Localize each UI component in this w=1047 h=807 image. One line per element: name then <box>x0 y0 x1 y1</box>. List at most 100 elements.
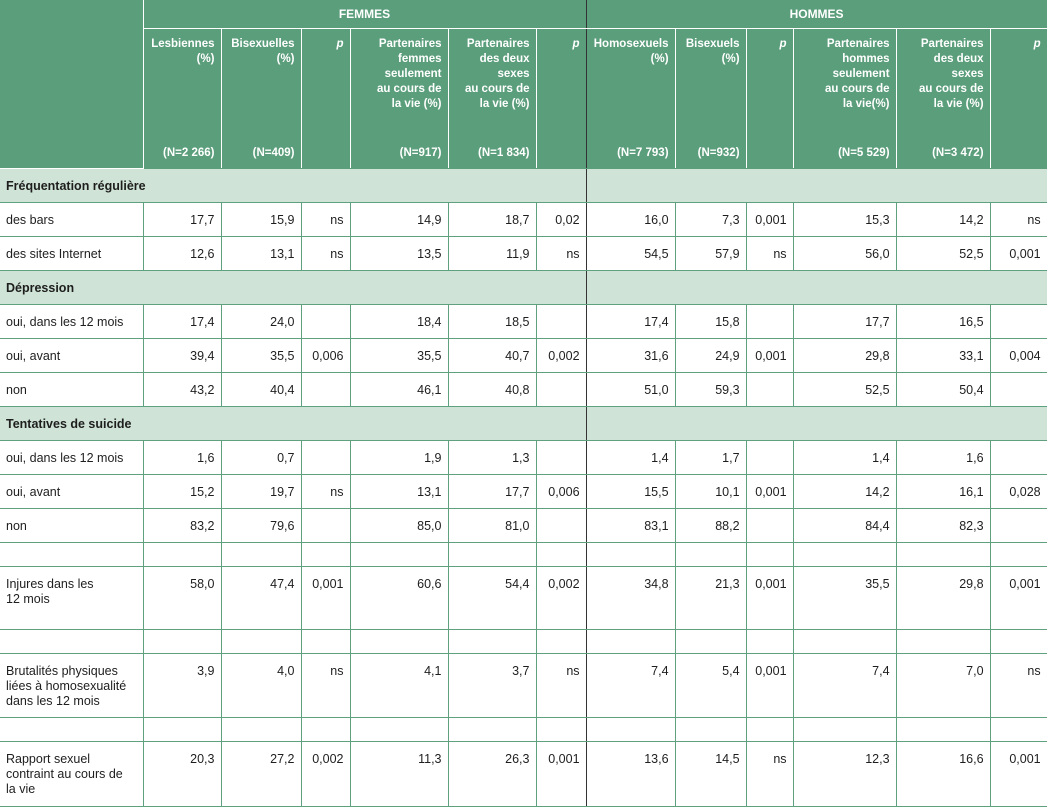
col-header-partenaires-hommes: Partenaires hommes seulement au cours de… <box>793 28 897 169</box>
col-header-p-4: p <box>990 28 1047 169</box>
table-cell: 20,3 <box>143 741 222 807</box>
table-row: oui, dans les 12 mois 1,6 0,7 1,9 1,3 1,4 1,7 1… <box>0 440 1047 475</box>
table-cell: 7,0 <box>896 653 991 718</box>
table-row: Rapport sexuel contraint au cours de la … <box>0 741 1047 807</box>
col-header-partenaires-femmes: Partenaires femmes seulement au cours de… <box>350 28 449 169</box>
table-cell: 13,6 <box>586 741 676 807</box>
table-cell: 46,1 <box>350 372 449 407</box>
table-cell: 26,3 <box>448 741 537 807</box>
col-label: p <box>1033 38 1041 50</box>
table-cell: 18,4 <box>350 304 449 339</box>
spacer-cell <box>586 629 676 654</box>
table-cell: ns <box>746 236 794 271</box>
table-cell: 0,004 <box>990 338 1047 373</box>
table-cell: 12,6 <box>143 236 222 271</box>
table-body: Fréquentation régulière des bars 17,7 15,9 n… <box>0 168 1047 807</box>
spacer-cell <box>350 717 449 742</box>
table-cell: 84,4 <box>793 508 897 543</box>
table-cell: 0,002 <box>301 741 351 807</box>
spacer-cell <box>793 542 897 567</box>
col-n: (N=932) <box>697 147 740 159</box>
table-cell: 3,7 <box>448 653 537 718</box>
table-cell <box>536 372 587 407</box>
spacer-row <box>0 717 1047 742</box>
table-cell: 7,4 <box>793 653 897 718</box>
table-cell: 0,028 <box>990 474 1047 509</box>
table-cell: 56,0 <box>793 236 897 271</box>
col-header-p-3: p <box>746 28 794 169</box>
row-label: oui, avant <box>0 474 144 509</box>
col-header-homosexuels: Homosexuels (%) (N=7 793) <box>586 28 676 169</box>
table-cell: 54,4 <box>448 566 537 630</box>
spacer-cell <box>536 542 587 567</box>
header-group-row: FEMMES HOMMES <box>0 0 1047 169</box>
table-cell <box>990 440 1047 475</box>
table-cell: 1,7 <box>675 440 747 475</box>
table-cell <box>301 304 351 339</box>
col-n: (N=7 793) <box>617 147 669 159</box>
table-cell: 82,3 <box>896 508 991 543</box>
table-cell: 16,5 <box>896 304 991 339</box>
row-label: Rapport sexuel contraint au cours de la … <box>0 741 144 807</box>
section-title: Tentatives de suicide <box>0 406 587 441</box>
table-row: des sites Internet 12,6 13,1 ns 13,5 11,9 ns 54… <box>0 236 1047 271</box>
spacer-cell <box>301 542 351 567</box>
spacer-cell <box>350 542 449 567</box>
header-femmes: FEMMES <box>143 0 587 29</box>
table-cell: 40,7 <box>448 338 537 373</box>
table-cell: 15,8 <box>675 304 747 339</box>
table-row: non 43,2 40,4 46,1 40,8 51,0 59,3 52,5 50,4 <box>0 372 1047 407</box>
table-row: Injures dans les 12 mois 58,0 47,4 0,001 60,… <box>0 566 1047 630</box>
table-cell: 27,2 <box>221 741 302 807</box>
table-cell: 0,001 <box>746 474 794 509</box>
table-cell: 0,001 <box>990 566 1047 630</box>
spacer-row <box>0 629 1047 654</box>
spacer-cell <box>586 542 676 567</box>
spacer-cell <box>793 629 897 654</box>
table-cell: 88,2 <box>675 508 747 543</box>
section-fill <box>585 168 1047 203</box>
table-cell: 16,6 <box>896 741 991 807</box>
spacer-cell <box>301 629 351 654</box>
table-row: Brutalités physiques liées à homosexuali… <box>0 653 1047 718</box>
row-label: Brutalités physiques liées à homosexuali… <box>0 653 144 718</box>
table-cell: 13,1 <box>350 474 449 509</box>
table-cell: 59,3 <box>675 372 747 407</box>
col-header-partenaires-deux-sexes-f: Partenaires des deux sexes au cours de l… <box>448 28 537 169</box>
table-cell <box>746 372 794 407</box>
spacer-cell <box>746 542 794 567</box>
col-label: p <box>572 38 580 50</box>
spacer-cell <box>896 629 991 654</box>
table-cell: 17,7 <box>793 304 897 339</box>
spacer-cell <box>221 717 302 742</box>
table-cell: 4,0 <box>221 653 302 718</box>
spacer-cell <box>896 542 991 567</box>
table-cell: 83,1 <box>586 508 676 543</box>
table-cell: ns <box>990 202 1047 237</box>
section-header-row: Dépression <box>0 270 1047 305</box>
table-cell: 16,1 <box>896 474 991 509</box>
table-cell: 7,4 <box>586 653 676 718</box>
table-row: oui, avant 39,4 35,5 0,006 35,5 40,7 0,002 31,6… <box>0 338 1047 373</box>
table-cell: 0,02 <box>536 202 587 237</box>
table-cell: 10,1 <box>675 474 747 509</box>
spacer-cell <box>675 542 747 567</box>
table-cell: 0,001 <box>746 653 794 718</box>
col-label: Bisexuelles (%) <box>231 38 295 65</box>
row-label: des bars <box>0 202 144 237</box>
table-row: non 83,2 79,6 85,0 81,0 83,1 88,2 84,4 82,3 <box>0 508 1047 543</box>
spacer-cell <box>350 629 449 654</box>
table-cell <box>746 508 794 543</box>
row-label: non <box>0 372 144 407</box>
spacer-cell <box>0 542 144 567</box>
spacer-cell <box>990 629 1047 654</box>
table-cell: 0,002 <box>536 566 587 630</box>
table-cell: ns <box>301 474 351 509</box>
col-label: Homosexuels (%) <box>593 38 669 65</box>
table-cell: 13,5 <box>350 236 449 271</box>
table-cell: 33,1 <box>896 338 991 373</box>
table-cell: 0,001 <box>536 741 587 807</box>
table-cell: 15,5 <box>586 474 676 509</box>
spacer-cell <box>675 717 747 742</box>
